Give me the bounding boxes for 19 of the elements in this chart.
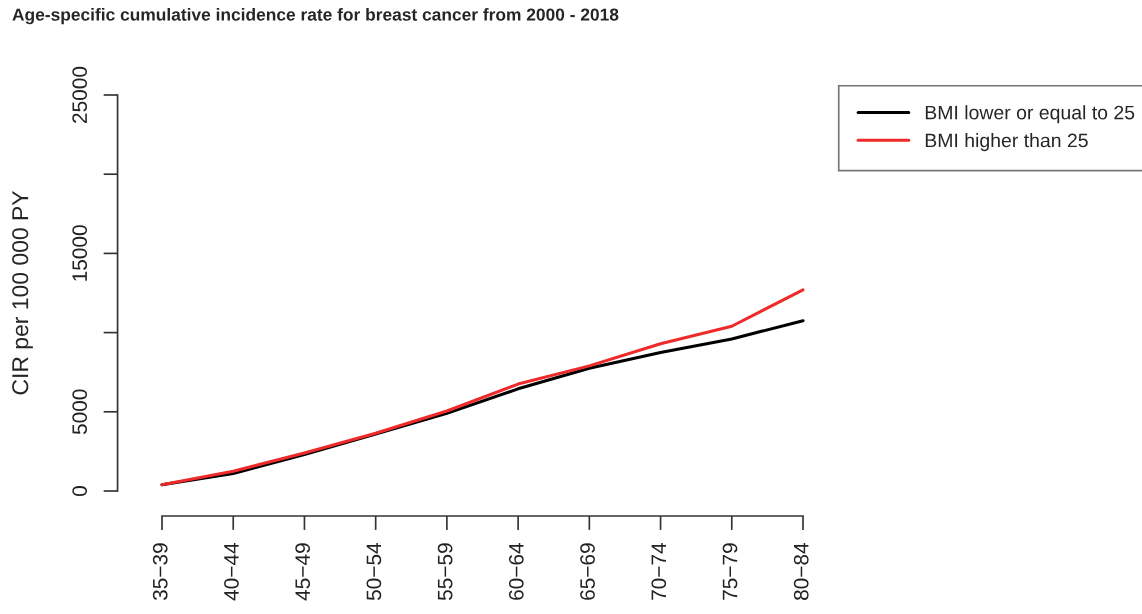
x-tick-label: 55−59 xyxy=(437,543,453,601)
line-series xyxy=(160,288,805,487)
y-tick-label: 15000 xyxy=(72,225,88,281)
x-tick-label: 60−64 xyxy=(508,543,524,600)
y-tick-label: 25000 xyxy=(72,66,88,123)
y-tick-label: 5000 xyxy=(72,389,88,435)
y-tick-label: 0 xyxy=(72,486,88,496)
y-axis-title: CIR per 100 000 PY xyxy=(12,190,33,395)
x-tick-label: 70−74 xyxy=(651,543,667,600)
x-tick-label: 80−84 xyxy=(793,543,809,600)
x-tick-label: 35−39 xyxy=(152,543,168,601)
x-tick-label: 65−69 xyxy=(580,543,595,600)
x-tick-label: 45−49 xyxy=(295,543,311,601)
x-tick-label: 40−44 xyxy=(224,543,239,601)
legend-label: BMI lower or equal to 25 xyxy=(925,105,1135,124)
x-tick-label: 75−79 xyxy=(722,543,738,600)
x-tick-label: 50−54 xyxy=(366,543,382,601)
legend-label: BMI higher than 25 xyxy=(925,133,1088,152)
chart-title: Age-specific cumulative incidence rate for breast cancer from 2000 - 2018 xyxy=(12,8,619,25)
